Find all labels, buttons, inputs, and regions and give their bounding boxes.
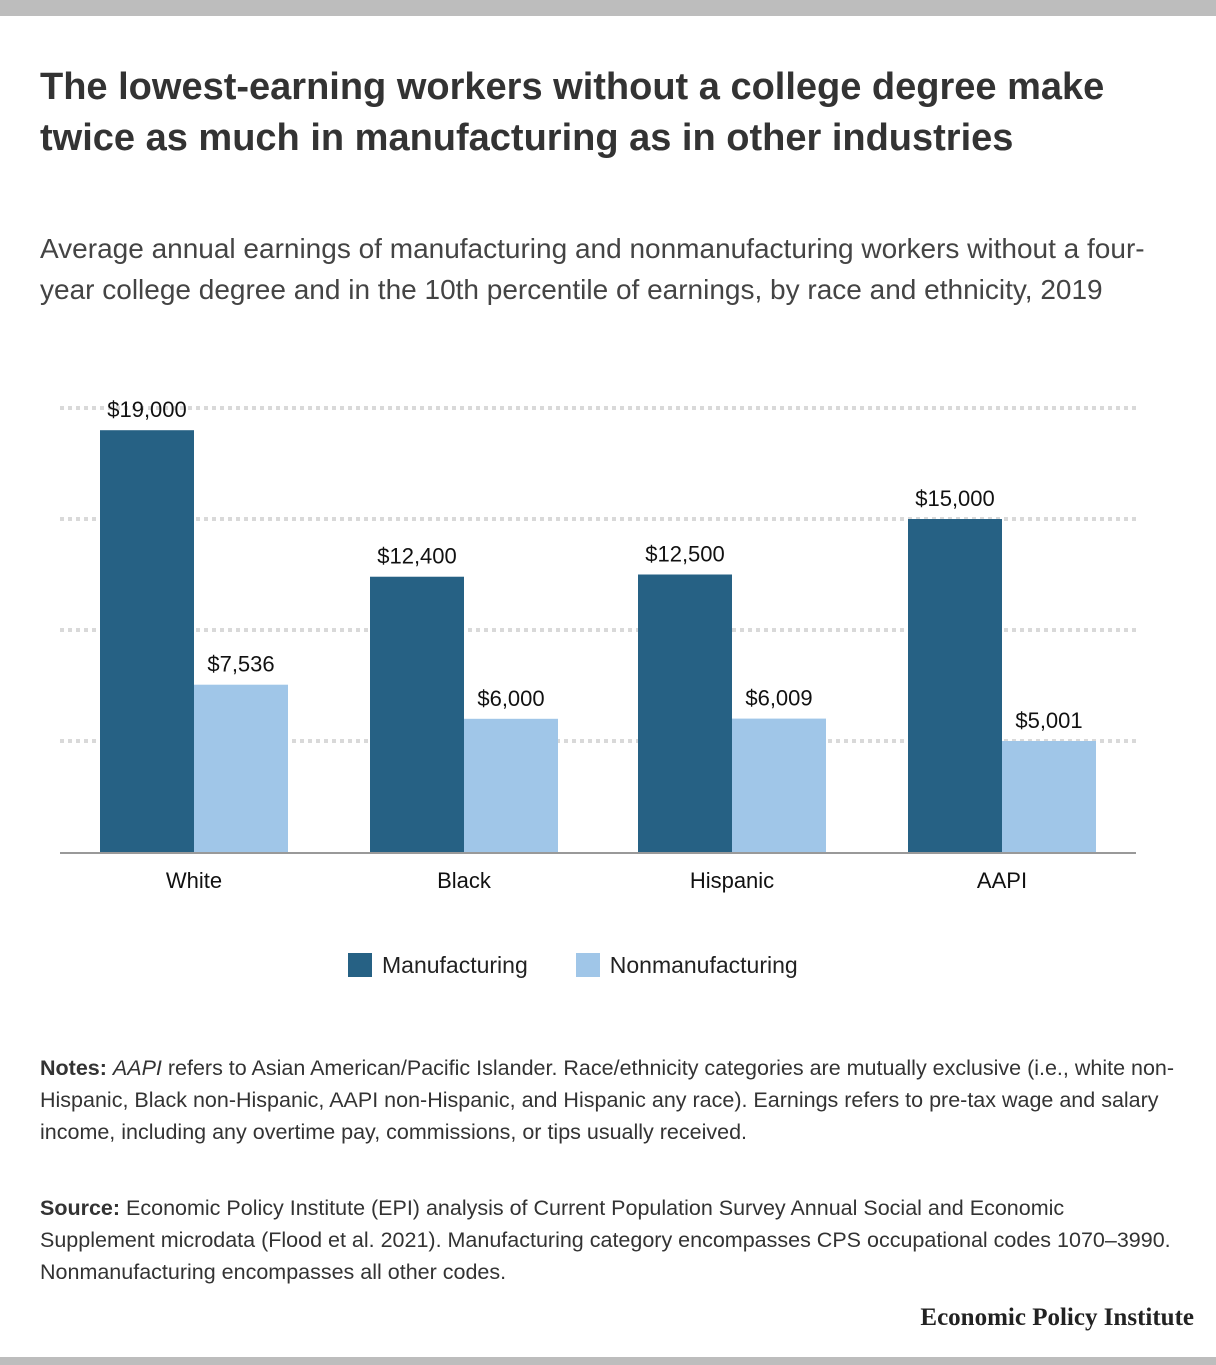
bar-manufacturing-hispanic	[638, 574, 732, 852]
legend-item-nonmanufacturing: Nonmanufacturing	[575, 951, 798, 979]
bar-nonmanufacturing-black	[464, 718, 558, 852]
notes-term: AAPI	[112, 1056, 162, 1080]
category-label-black: Black	[437, 868, 492, 893]
bottom-border-bar	[0, 1357, 1216, 1365]
bar-nonmanufacturing-aapi	[1002, 740, 1096, 852]
data-label-nonmanufacturing-black: $6,000	[477, 686, 544, 711]
legend-label-manufacturing: Manufacturing	[382, 951, 528, 978]
source-text: Economic Policy Institute (EPI) analysis…	[40, 1196, 1171, 1284]
source-label: Source:	[40, 1196, 121, 1220]
top-border-bar	[0, 0, 1216, 16]
data-label-manufacturing-black: $12,400	[377, 544, 457, 569]
category-label-aapi: AAPI	[977, 868, 1027, 893]
notes-text: refers to Asian American/Pacific Islande…	[40, 1056, 1175, 1144]
legend-item-manufacturing: Manufacturing	[348, 952, 528, 979]
chart-title: The lowest-earning workers without a col…	[40, 66, 1105, 159]
legend-label-nonmanufacturing: Nonmanufacturing	[609, 951, 798, 978]
bar-nonmanufacturing-hispanic	[732, 718, 826, 852]
category-label-white: White	[166, 868, 222, 893]
chart-legend: Manufacturing Nonmanufacturing	[348, 950, 846, 980]
chart-notes: Notes: AAPI refers to Asian American/Pac…	[40, 1052, 1180, 1148]
brand-logo-text: Economic Policy Institute	[920, 1304, 1194, 1331]
legend-swatch-manufacturing	[348, 953, 372, 977]
data-label-manufacturing-aapi: $15,000	[915, 486, 995, 511]
bar-manufacturing-black	[370, 576, 464, 852]
legend-swatch-nonmanufacturing	[575, 953, 600, 977]
data-label-manufacturing-hispanic: $12,500	[645, 542, 725, 567]
chart-subtitle: Average annual earnings of manufacturing…	[40, 233, 1145, 305]
data-label-nonmanufacturing-hispanic: $6,009	[745, 686, 812, 711]
data-label-nonmanufacturing-aapi: $5,001	[1015, 708, 1082, 733]
bar-chart: $19,000 $7,536 White $12,400 $6,000 Black $12,…	[60, 397, 1136, 893]
category-label-hispanic: Hispanic	[690, 868, 774, 893]
chart-source: Source: Economic Policy Institute (EPI) …	[40, 1192, 1180, 1288]
data-label-manufacturing-white: $19,000	[107, 397, 187, 422]
notes-label: Notes:	[40, 1056, 107, 1080]
bar-manufacturing-aapi	[908, 519, 1002, 852]
bar-nonmanufacturing-white	[194, 684, 288, 852]
data-label-nonmanufacturing-white: $7,536	[207, 652, 274, 677]
bar-manufacturing-white	[100, 430, 194, 852]
